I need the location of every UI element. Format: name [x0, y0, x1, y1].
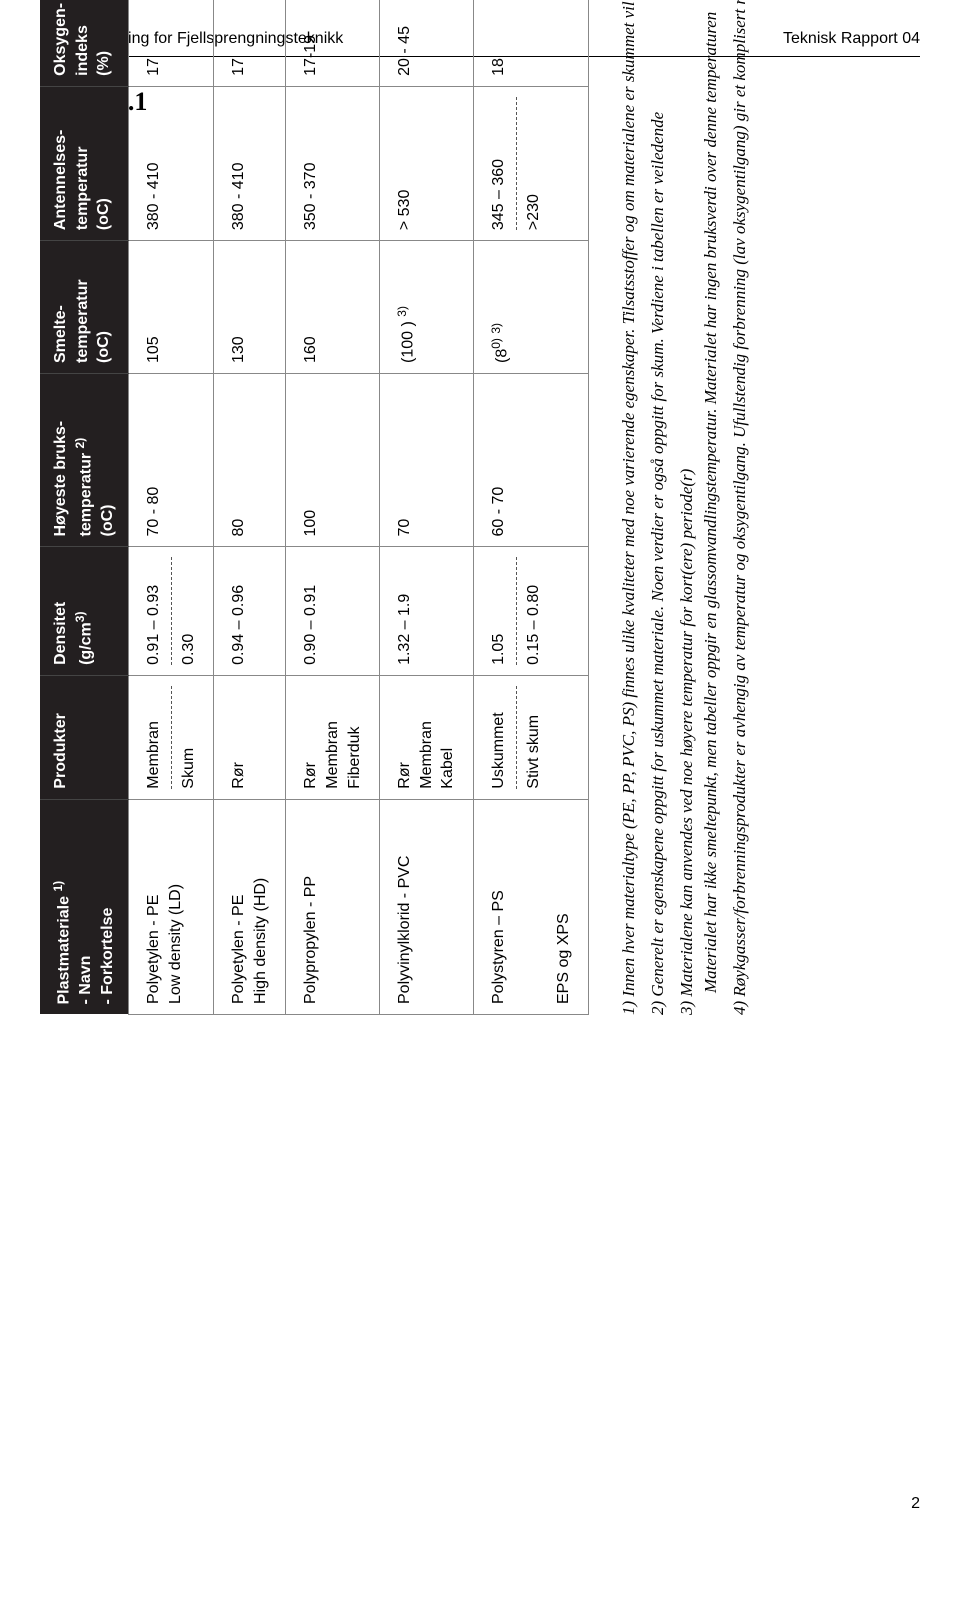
footnotes: 1) Innen hver materialtype (PE, PP, PVC,…	[617, 0, 752, 1015]
footnote: 3) Materialene kan anvendes ved noe høye…	[675, 0, 724, 1015]
footnote: 1) Innen hver materialtype (PE, PP, PVC,…	[617, 0, 642, 1015]
table-cell: MembranSkum	[129, 675, 214, 799]
header-right: Teknisk Rapport 04	[783, 30, 920, 48]
table-cell: (80) 3)	[474, 241, 589, 374]
table-cell: Polyetylen - PELow density (LD)	[129, 799, 214, 1014]
material-table: Plastmateriale 1)- Navn- ForkortelseProd…	[40, 0, 589, 1015]
table-row: Polystyren – PSEPS og XPSUskummetStivt s…	[474, 0, 589, 1015]
table-cell: 18	[474, 0, 589, 86]
table-cell: 17	[214, 0, 286, 86]
table-cell: 80	[214, 373, 286, 547]
table-cell: 0.94 – 0.96	[214, 547, 286, 675]
table-cell: 345 – 360>230	[474, 86, 589, 240]
table-cell: 1.050.15 – 0.80	[474, 547, 589, 675]
table-cell: 380 - 410	[214, 86, 286, 240]
table-cell: (100 ) 3)	[380, 241, 474, 374]
table-cell: 380 - 410	[129, 86, 214, 240]
footnote: 2) Generelt er egenskapene oppgitt for u…	[646, 0, 671, 1015]
table-cell: 70	[380, 373, 474, 547]
table-row: Polyvinylklorid - PVCRørMembranKabel1.32…	[380, 0, 474, 1015]
table-cell: Polyetylen - PEHigh density (HD)	[214, 799, 286, 1014]
table-header-cell: Plastmateriale 1)- Navn- Forkortelse	[40, 799, 129, 1014]
table-header-cell: Smelte-temperatur(oC)	[40, 241, 129, 374]
table-cell: 1.32 – 1.9	[380, 547, 474, 675]
table-cell: 100	[286, 373, 380, 547]
table-cell: 20 - 45	[380, 0, 474, 86]
table-cell: RørMembranFiberduk	[286, 675, 380, 799]
table-cell: 70 - 80	[129, 373, 214, 547]
page-number: 2	[911, 1495, 920, 1513]
table-cell: > 530	[380, 86, 474, 240]
table-header-cell: Oksygen-indeks(%)	[40, 0, 129, 86]
table-cell: Polystyren – PSEPS og XPS	[474, 799, 589, 1014]
table-header-cell: Produkter	[40, 675, 129, 799]
table-cell: Polypropylen - PP	[286, 799, 380, 1014]
table-cell: UskummetStivt skum	[474, 675, 589, 799]
table-cell: 0.90 – 0.91	[286, 547, 380, 675]
footnote: 4) Røykgasser/forbrenningsprodukter er a…	[728, 0, 753, 1015]
table-cell: 160	[286, 241, 380, 374]
table-header-cell: Antennelses-temperatur(oC)	[40, 86, 129, 240]
table-cell: Rør	[214, 675, 286, 799]
table-row: Polyetylen - PELow density (LD)MembranSk…	[129, 0, 214, 1015]
table-row: Polypropylen - PPRørMembranFiberduk0.90 …	[286, 0, 380, 1015]
table-cell: 60 - 70	[474, 373, 589, 547]
table-cell: 17-19	[286, 0, 380, 86]
table-header-cell: Høyeste bruks-temperatur 2)(oC)	[40, 373, 129, 547]
table-cell: Polyvinylklorid - PVC	[380, 799, 474, 1014]
table-cell: RørMembranKabel	[380, 675, 474, 799]
table-cell: 105	[129, 241, 214, 374]
rotated-content: Plastmateriale 1)- Navn- ForkortelseProd…	[40, 0, 753, 1015]
table-cell: 350 - 370	[286, 86, 380, 240]
table-cell: 130	[214, 241, 286, 374]
table-cell: 0.91 – 0.930.30	[129, 547, 214, 675]
table-header-cell: Densitet(g/cm3)	[40, 547, 129, 675]
table-row: Polyetylen - PEHigh density (HD)Rør0.94 …	[214, 0, 286, 1015]
table-cell: 17	[129, 0, 214, 86]
